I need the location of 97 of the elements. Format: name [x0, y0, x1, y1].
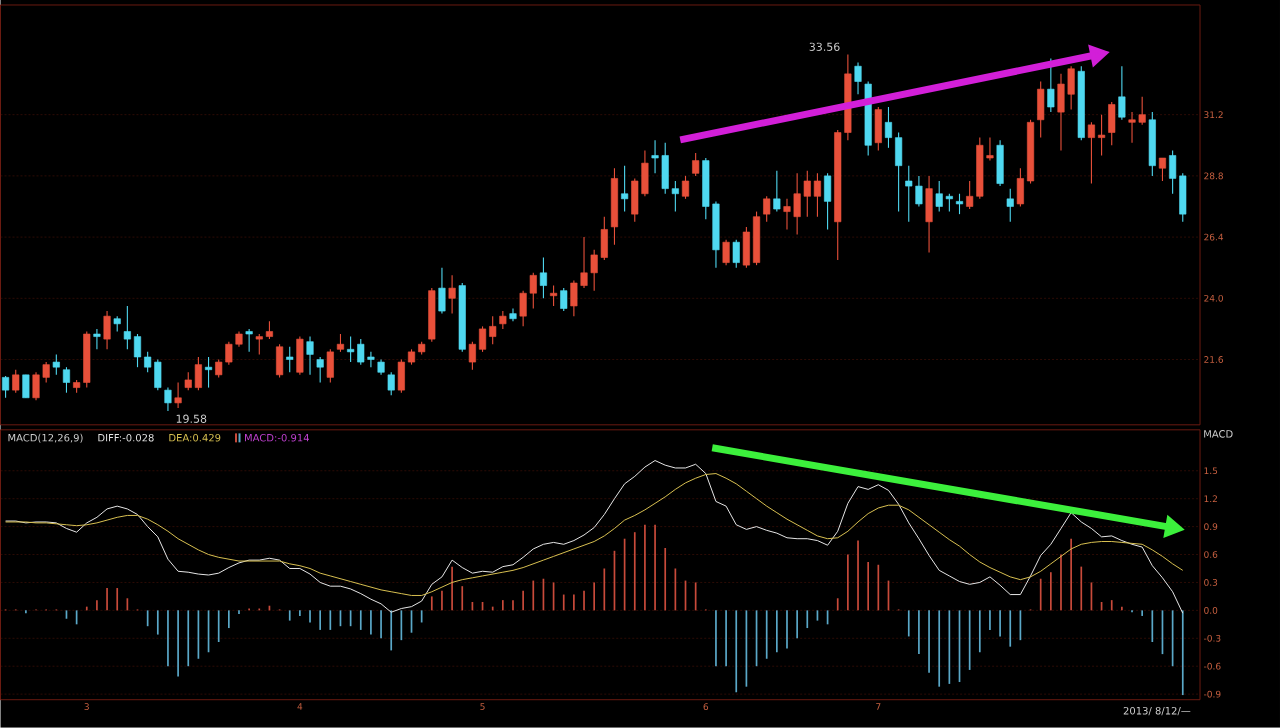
candlestick: [22, 374, 30, 399]
candlestick: [560, 287, 568, 312]
y-tick-label: 1.2: [1204, 495, 1217, 503]
text: DEA:0.429: [169, 434, 221, 442]
candlestick: [1158, 157, 1167, 182]
y-tick-label: -0.9: [1203, 690, 1221, 698]
candlestick: [854, 61, 862, 95]
candlestick: [225, 341, 233, 366]
candlestick: [144, 351, 152, 373]
candlestick: [813, 172, 821, 218]
y-tick-label: -0.6: [1203, 662, 1221, 670]
y-tick-label: 21.6: [1204, 356, 1224, 364]
candlestick: [884, 106, 893, 149]
candlestick: [103, 310, 111, 351]
candlestick: [773, 170, 781, 213]
candlestick: [468, 341, 476, 371]
candlestick: [12, 369, 20, 394]
candlestick: [1118, 65, 1126, 121]
candlestick: [966, 180, 974, 210]
y-tick-label: 0.6: [1204, 551, 1218, 559]
y-tick-label: 0.0: [1204, 607, 1218, 614]
y-tick-label: -0.3: [1203, 635, 1221, 642]
x-tick-label: 3: [84, 703, 89, 711]
candlestick: [316, 356, 324, 384]
candlestick: [671, 180, 679, 213]
candlestick: [905, 165, 913, 223]
candlestick: [955, 193, 964, 215]
candlestick: [438, 267, 446, 315]
candlestick: [164, 387, 172, 412]
candlestick: [590, 249, 598, 292]
y-tick-label: 31.2: [1204, 111, 1223, 119]
x-tick-label: 4: [297, 703, 303, 710]
candlestick: [347, 336, 355, 363]
candlestick: [448, 274, 456, 315]
candlestick: [550, 285, 558, 307]
candlestick: [1047, 58, 1055, 113]
candlestick: [123, 305, 131, 351]
candlestick: [692, 152, 700, 177]
candlestick: [935, 180, 943, 213]
x-tick-label: 5: [480, 703, 485, 711]
y-tick-label: 1.5: [1204, 467, 1218, 475]
candlestick: [651, 139, 659, 175]
candlestick: [621, 165, 629, 213]
candlestick: [915, 175, 923, 208]
candlestick: [1098, 114, 1106, 157]
candlestick: [1138, 96, 1146, 126]
candlestick: [1087, 121, 1095, 185]
candlestick: [306, 336, 314, 376]
text: 2013/ 8/12/—: [1123, 707, 1191, 716]
candlestick: [722, 239, 730, 266]
candlestick: [732, 239, 740, 269]
candlestick: [62, 366, 71, 394]
candlestick: [387, 371, 395, 396]
y-tick-label: 0.3: [1204, 579, 1218, 586]
candlestick: [52, 354, 60, 376]
candlestick: [245, 328, 253, 353]
candlestick: [133, 333, 142, 368]
candlestick: [479, 325, 487, 353]
candlestick: [286, 346, 294, 373]
candlestick: [1169, 149, 1177, 195]
annotation: 19.58: [176, 414, 207, 424]
y-tick-label: 28.8: [1204, 172, 1223, 180]
candlestick: [793, 172, 801, 236]
candlestick: [529, 272, 537, 310]
chart-title: MACD(12,26,9): [8, 433, 83, 443]
candlestick: [93, 328, 101, 351]
candlestick: [32, 371, 40, 402]
candlestick: [986, 137, 994, 162]
x-tick-label: 7: [876, 703, 881, 710]
candlestick: [580, 236, 588, 289]
candlestick: [1128, 111, 1136, 144]
legend-label: MACD:-0.914: [245, 434, 310, 442]
x-tick-label: 6: [703, 703, 709, 711]
candlestick: [194, 356, 202, 391]
candlestick: [803, 170, 811, 218]
candlestick: [489, 315, 497, 345]
candlestick: [255, 333, 263, 356]
candlestick: [367, 351, 375, 368]
y-tick-label: 24.0: [1204, 295, 1223, 302]
candlestick: [570, 280, 578, 317]
candlestick: [783, 198, 791, 231]
y-tick-label: 26.4: [1204, 233, 1224, 241]
candlestick: [519, 290, 527, 328]
candlestick: [42, 361, 50, 384]
candlestick: [539, 257, 547, 299]
text: MACD: [1204, 430, 1233, 438]
text: DIFF:-0.028: [98, 434, 154, 442]
candlestick: [174, 382, 182, 409]
candlestick: [681, 175, 690, 200]
annotation: 33.56: [809, 42, 840, 52]
line-series: [5, 460, 1184, 614]
candlestick: [205, 356, 213, 389]
candlestick: [763, 195, 771, 223]
candlestick: [2, 375, 10, 399]
candlestick: [357, 338, 365, 366]
y-tick-label: 0.9: [1204, 523, 1218, 531]
candlestick: [1006, 188, 1014, 223]
